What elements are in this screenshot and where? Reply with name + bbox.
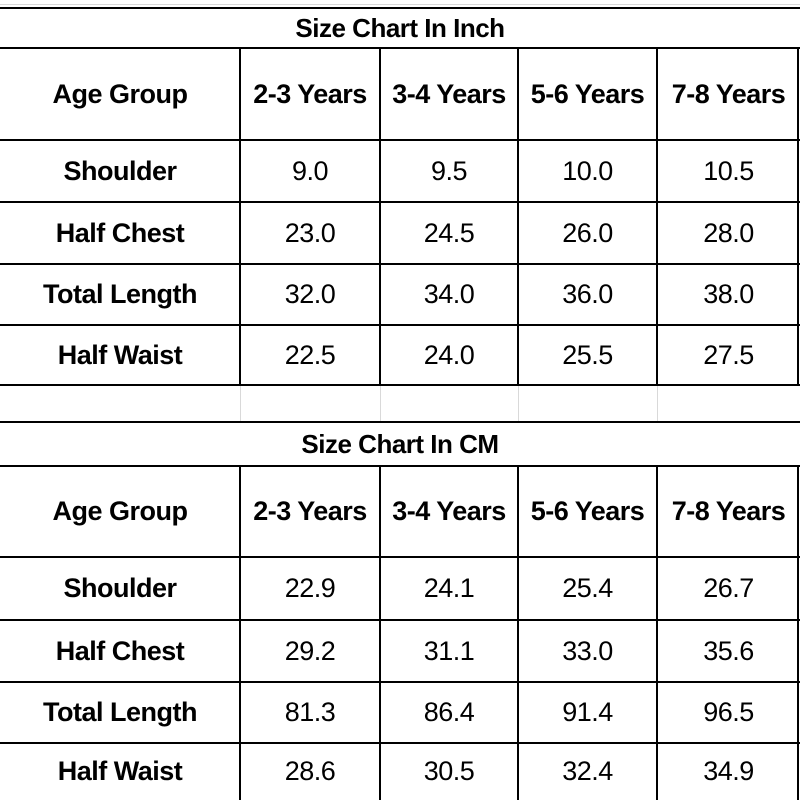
value-cell: 28.0 <box>703 217 754 248</box>
spacer-grid-line <box>518 386 519 422</box>
value-cell: 81.3 <box>284 697 336 727</box>
value-cell: 31.1 <box>423 635 475 666</box>
value-cell: 29.2 <box>284 635 336 666</box>
border-line <box>0 465 800 467</box>
value-cell: 34.9 <box>703 756 754 786</box>
row-label: Shoulder <box>63 155 177 186</box>
border-line <box>797 48 799 385</box>
value-cell: 24.1 <box>423 573 475 603</box>
row-label: Half Chest <box>55 217 185 248</box>
border-line <box>0 263 800 265</box>
border-line <box>0 384 800 386</box>
border-line <box>517 48 519 385</box>
value-cell: 32.0 <box>284 279 336 309</box>
value-cell: 26.0 <box>562 217 613 248</box>
value-cell: 27.5 <box>703 339 754 370</box>
value-cell: 9.5 <box>430 155 468 186</box>
value-cell: 25.4 <box>562 573 613 603</box>
value-cell: 33.0 <box>562 635 613 666</box>
value-cell: 24.0 <box>423 339 475 370</box>
value-cell: 36.0 <box>562 279 613 309</box>
border-line <box>239 48 241 385</box>
row-label: Total Length <box>43 697 197 727</box>
border-line <box>656 466 658 800</box>
header-cell: 5-6 Years <box>530 78 645 109</box>
header-cell: 3-4 Years <box>392 78 506 109</box>
value-cell: 96.5 <box>703 697 754 727</box>
row-label: Total Length <box>43 279 197 309</box>
row-label: Half Waist <box>57 339 183 370</box>
row-label: Shoulder <box>63 573 177 603</box>
border-line <box>797 466 799 800</box>
border-line <box>0 139 800 141</box>
border-line <box>0 619 800 621</box>
border-line <box>0 201 800 203</box>
border-line <box>0 742 800 744</box>
border-line <box>0 681 800 683</box>
value-cell: 22.5 <box>284 339 336 370</box>
border-line <box>517 466 519 800</box>
value-cell: 25.5 <box>562 339 613 370</box>
spacer-grid-line <box>380 386 381 422</box>
value-cell: 24.5 <box>423 217 475 248</box>
value-cell: 91.4 <box>562 697 613 727</box>
header-cell: 7-8 Years <box>671 496 786 526</box>
border-line <box>0 47 800 49</box>
top-grid-line <box>0 4 800 5</box>
table-title: Size Chart In Inch <box>295 12 505 43</box>
header-cell: 3-4 Years <box>392 496 506 526</box>
value-cell: 34.0 <box>423 279 475 309</box>
border-line <box>656 48 658 385</box>
value-cell: 26.7 <box>703 573 754 603</box>
value-cell: 10.5 <box>703 155 754 186</box>
table-title: Size Chart In CM <box>301 428 499 459</box>
spacer-grid-line <box>657 386 658 422</box>
value-cell: 35.6 <box>703 635 754 666</box>
border-line <box>0 7 800 9</box>
header-cell: 2-3 Years <box>253 78 367 109</box>
value-cell: 86.4 <box>423 697 475 727</box>
row-label: Half Chest <box>55 635 185 666</box>
border-line <box>0 556 800 558</box>
header-cell: 2-3 Years <box>253 496 367 526</box>
value-cell: 30.5 <box>423 756 475 786</box>
value-cell: 9.0 <box>291 155 329 186</box>
header-cell: Age Group <box>52 496 189 526</box>
border-line <box>0 324 800 326</box>
value-cell: 38.0 <box>703 279 754 309</box>
row-label: Half Waist <box>57 756 183 786</box>
value-cell: 10.0 <box>562 155 613 186</box>
header-cell: Age Group <box>52 78 189 109</box>
spacer-grid-line <box>240 386 241 422</box>
value-cell: 23.0 <box>284 217 336 248</box>
border-line <box>239 466 241 800</box>
border-line <box>379 466 381 800</box>
border-line <box>0 421 800 423</box>
value-cell: 28.6 <box>284 756 336 786</box>
header-cell: 5-6 Years <box>530 496 645 526</box>
value-cell: 22.9 <box>284 573 336 603</box>
header-cell: 7-8 Years <box>671 78 786 109</box>
value-cell: 32.4 <box>562 756 613 786</box>
border-line <box>379 48 381 385</box>
